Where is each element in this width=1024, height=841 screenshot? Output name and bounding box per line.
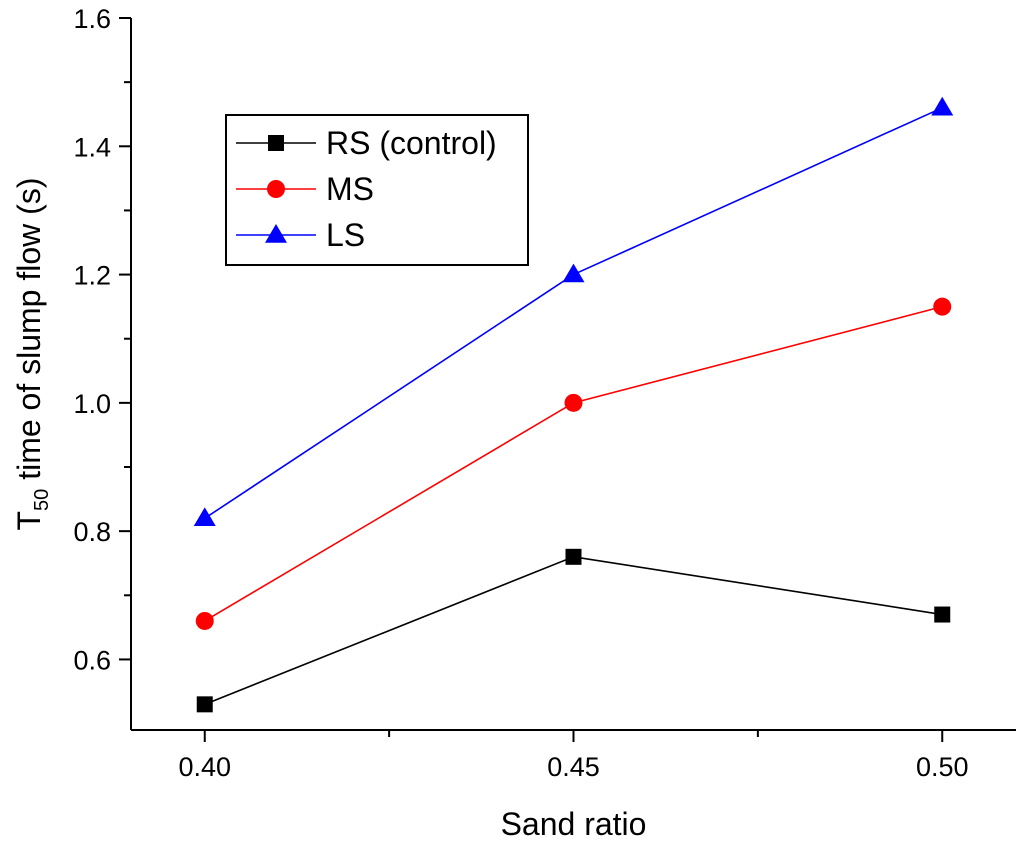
y-axis-title: T50 time of slump flow (s) [11,178,53,531]
data-point [267,180,285,198]
data-point [195,611,214,630]
series-circle [195,297,952,630]
x-tick-label: 0.45 [547,752,600,782]
y-tick-label: 1.2 [73,261,111,291]
legend-label: RS (control) [326,125,497,161]
legend-label: MS [326,171,374,207]
legend-item: MS [236,171,374,207]
data-point [931,96,954,116]
x-axis-title: Sand ratio [501,806,647,841]
data-point [265,224,287,243]
data-point [193,507,216,527]
y-tick-label: 1.6 [73,4,111,34]
data-point [934,606,951,623]
data-point [933,297,952,316]
legend: RS (control) MS LS [225,114,529,266]
legend-label: LS [326,217,365,253]
data-point [268,135,284,151]
y-axis-title-rest: time of slump flow (s) [11,178,47,489]
y-tick-label: 1.0 [73,389,111,419]
series-line [204,305,943,622]
x-tick-label: 0.50 [916,752,969,782]
data-point [565,548,582,565]
legend-item: RS (control) [236,125,497,161]
x-ticks: 0.40 0.45 0.50 [178,730,969,782]
data-point [562,263,585,283]
y-tick-label: 1.4 [73,132,111,162]
y-tick-label: 0.6 [73,645,111,675]
series-square [196,548,951,713]
series-line [204,555,943,706]
y-tick-label: 0.8 [73,517,111,547]
y-ticks: 0.6 0.8 1.0 1.2 1.4 1.6 [73,4,131,675]
x-tick-label: 0.40 [178,752,231,782]
legend-item: LS [236,217,365,253]
data-point [196,696,213,713]
y-axis-title-subscript: 50 [31,489,53,511]
series-triangle [193,96,954,527]
series-layer [193,96,954,713]
data-point [564,393,583,412]
axes: 0.40 0.45 0.50 0.6 0.8 1.0 1.2 1.4 1.6 [73,4,1016,782]
y-axis-title-prefix: T [11,511,47,531]
